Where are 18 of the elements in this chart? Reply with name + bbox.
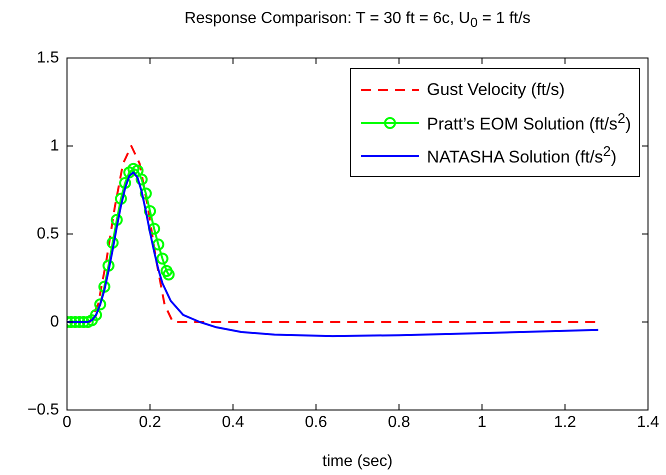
x-tick-label: 0.8 [388, 414, 410, 432]
x-tick-label: 0.2 [138, 414, 162, 432]
y-tick-label: 1 [50, 137, 60, 154]
y-tick-label: −0.5 [27, 401, 60, 418]
x-tick-label: 1.2 [554, 414, 576, 432]
x-tick-label: 0 [62, 414, 72, 432]
legend-label: NATASHA Solution (ft/s$^{2}$) [426, 144, 617, 168]
y-tick-label: 0.5 [36, 225, 60, 242]
x-tick-label: 1.4 [636, 414, 660, 432]
x-tick-label: 0.4 [222, 414, 244, 432]
x-tick-label: 1 [478, 414, 487, 432]
y-tick-label: 0 [50, 313, 60, 330]
chart-title: Response Comparison: T = 30 ft = 6c, U$_{0}$ = 1 ft/s [183, 10, 532, 30]
x-tick-label: 0.6 [304, 414, 328, 432]
legend-label: Gust Velocity (ft/s) [426, 80, 565, 100]
x-axis-title: time (sec) [322, 452, 393, 470]
legend-label: Pratt’s EOM Solution (ft/s$^{2}$) [426, 110, 631, 134]
y-tick-label: 1.5 [36, 49, 60, 66]
